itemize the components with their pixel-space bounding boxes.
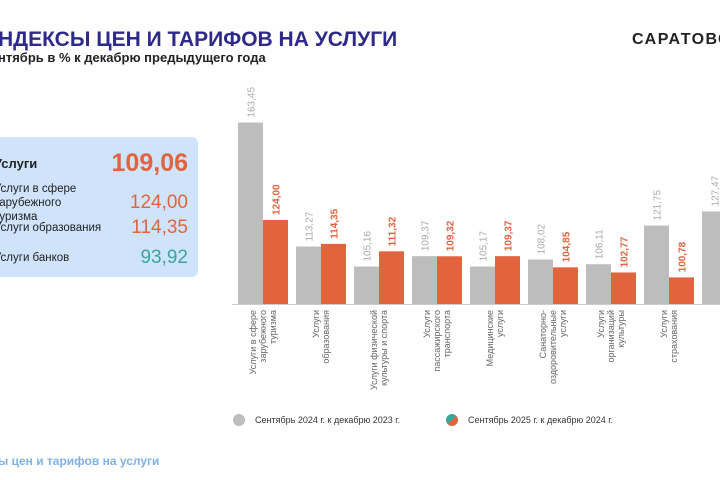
category-label: Услуги физической <box>369 310 379 390</box>
data-label: 111,32 <box>388 216 399 246</box>
summary-value: 109,06 <box>111 149 188 177</box>
category-label: Услуги <box>659 310 669 338</box>
category-label: Услуги <box>596 310 606 338</box>
summary-label: Услуги банков <box>0 252 70 264</box>
data-label: 109,37 <box>421 220 432 251</box>
page-subtitle: нтябрь в % к декабрю предыдущего года <box>0 50 266 65</box>
bar-2025 <box>263 220 288 304</box>
data-label: 121,75 <box>653 190 664 221</box>
bar-2024 <box>412 256 437 304</box>
data-label: 109,32 <box>446 220 457 251</box>
legend-item-2025: Сентябрь 2025 г. к декабрю 2024 г. <box>446 414 613 426</box>
data-label: 105,17 <box>479 231 490 262</box>
summary-value: 93,92 <box>140 247 188 268</box>
data-label: 163,45 <box>247 87 258 118</box>
category-label: культуры и спорта <box>379 310 389 386</box>
summary-label: Услуги образования <box>0 222 102 234</box>
data-label: 124,00 <box>272 184 283 215</box>
legend-swatch-gray <box>233 414 245 426</box>
legend-item-2024: Сентябрь 2024 г. к декабрю 2023 г. <box>233 414 400 426</box>
data-label: 106,11 <box>595 229 606 259</box>
bar-2024 <box>702 211 720 304</box>
summary-row-banks: Услуги банков 93,92 <box>0 247 188 269</box>
data-label: 127,47 <box>711 175 720 206</box>
category-label: туризма <box>268 310 278 344</box>
category-label: услуги <box>495 310 505 337</box>
brand-logo: САРАТОВС <box>632 31 720 48</box>
data-label: 100,78 <box>678 241 689 272</box>
summary-row-education: Услуги образования 114,35 <box>0 217 188 239</box>
category-label: Услуги <box>422 310 432 338</box>
bar-2025 <box>321 243 346 304</box>
data-label: 104,85 <box>562 231 573 262</box>
page-title: НДЕКСЫ ЦЕН И ТАРИФОВ НА УСЛУГИ <box>0 28 398 51</box>
data-label: 114,35 <box>330 208 341 238</box>
data-label: 108,02 <box>537 223 548 254</box>
summary-row-tourism: Услуги в сфере зарубежного туризма 124,0… <box>0 182 188 224</box>
bar-2025 <box>495 256 520 304</box>
summary-value: 124,00 <box>129 192 188 213</box>
data-label: 113,27 <box>305 211 316 241</box>
bar-2024 <box>586 264 611 304</box>
bar-2025 <box>379 251 404 304</box>
category-label: культуры <box>616 310 626 348</box>
bar-2024 <box>296 246 321 304</box>
category-label: организаций <box>606 310 616 362</box>
category-label: образования <box>321 310 331 364</box>
footer-link[interactable]: ы цен и тарифов на услуги <box>0 454 160 468</box>
category-label: страхования <box>669 310 679 363</box>
category-label: Медицинские <box>485 310 495 366</box>
category-label: зарубежного <box>258 310 268 363</box>
category-label: Санаторно- <box>538 310 548 358</box>
data-label: 102,77 <box>620 236 631 267</box>
summary-row-services: Услуги 109,06 <box>0 149 188 178</box>
data-label: 105,16 <box>363 231 374 262</box>
category-label: пассажирского <box>432 310 442 372</box>
bar-2024 <box>238 122 263 305</box>
category-label: услуги <box>558 310 568 337</box>
summary-value: 114,35 <box>131 217 188 238</box>
bar-2025 <box>553 267 578 304</box>
category-label: оздоровительные <box>548 310 558 384</box>
data-label: 109,37 <box>504 220 515 251</box>
bar-2025 <box>611 272 636 304</box>
summary-label: Услуги в сфере зарубежного туризма <box>0 183 77 223</box>
category-label: транспорта <box>442 310 452 357</box>
bar-2024 <box>644 225 669 304</box>
legend-label: Сентябрь 2025 г. к декабрю 2024 г. <box>468 415 613 425</box>
bar-2024 <box>470 266 495 304</box>
bar-2024 <box>528 259 553 304</box>
bar-2025 <box>669 277 694 304</box>
category-label: Услуги <box>311 310 321 338</box>
legend-label: Сентябрь 2024 г. к декабрю 2023 г. <box>255 415 400 425</box>
bar-2025 <box>437 256 462 304</box>
category-label: Услуги в сфере <box>248 310 258 374</box>
bar-2024 <box>354 266 379 304</box>
legend-swatch-orange <box>446 414 458 426</box>
summary-panel: Услуги 109,06 Услуги в сфере зарубежного… <box>0 137 198 277</box>
summary-label: Услуги <box>0 155 38 171</box>
